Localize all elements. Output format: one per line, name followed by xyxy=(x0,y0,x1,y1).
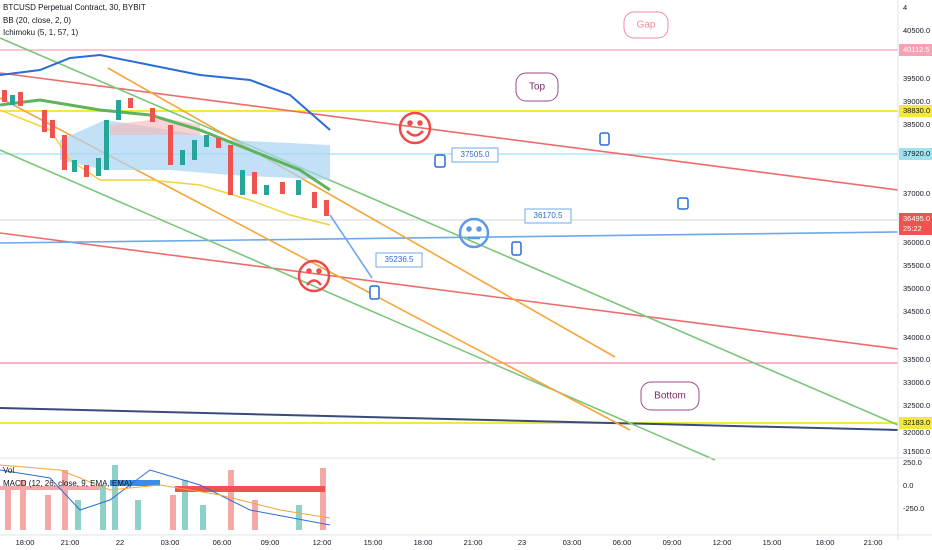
time-label: 06:00 xyxy=(613,538,632,547)
symbol: BTCUSD Perpetual Contract, 30, BYBIT xyxy=(3,3,146,12)
price-label: 40500.0 xyxy=(903,26,930,35)
callout: 37505.0 xyxy=(461,150,490,159)
time-label: 12:00 xyxy=(313,538,332,547)
price-tag: 37920.0 xyxy=(903,149,930,158)
time-label: 21:00 xyxy=(864,538,883,547)
time-label: 23 xyxy=(518,538,526,547)
price-tag: 32183.0 xyxy=(903,418,930,427)
smiley-sad xyxy=(297,259,331,293)
price-label: 35000.0 xyxy=(903,284,930,293)
macd-label: MACD (12, 26, close, 9, EMA, EMA) xyxy=(3,479,132,488)
macd-scale: 0.0 xyxy=(903,481,913,490)
gap-label: Gap xyxy=(637,20,656,31)
time-label: 15:00 xyxy=(364,538,383,547)
price-label: 39500.0 xyxy=(903,74,930,83)
bubble-gap: Gap xyxy=(623,11,669,39)
top-label: Top xyxy=(529,82,546,93)
hand-icons xyxy=(369,132,689,300)
time-label: 12:00 xyxy=(713,538,732,547)
time-label: 03:00 xyxy=(161,538,180,547)
bubble-bottom: Bottom xyxy=(640,381,700,411)
callout: 36170.5 xyxy=(534,211,563,220)
time-label: 03:00 xyxy=(563,538,582,547)
time-label: 15:00 xyxy=(763,538,782,547)
time-label: 18:00 xyxy=(816,538,835,547)
time-label: 22 xyxy=(116,538,124,547)
macd-hist xyxy=(0,480,325,492)
time-label: 18:00 xyxy=(16,538,35,547)
price-label: 32500.0 xyxy=(903,401,930,410)
price-label: 4 xyxy=(903,3,907,12)
price-label: 39000.0 xyxy=(903,97,930,106)
price-axis: 4 40500.0 39500.0 39000.0 38500.0 37000.… xyxy=(897,0,932,540)
price-label: 32000.0 xyxy=(903,428,930,437)
smiley-neutral xyxy=(458,217,490,249)
price-label: 34000.0 xyxy=(903,333,930,342)
callout: 35236.5 xyxy=(385,255,414,264)
price-tag: 38830.0 xyxy=(903,106,930,115)
bottom-label: Bottom xyxy=(654,391,686,402)
price-tag: 36495.0 xyxy=(903,214,930,223)
time-label: 09:00 xyxy=(261,538,280,547)
signal-line xyxy=(0,464,331,519)
trend-lines xyxy=(0,37,899,461)
price-label: 33500.0 xyxy=(903,355,930,364)
bubble-top: Top xyxy=(515,72,559,102)
indicator: BB (20, close, 2, 0) xyxy=(3,16,71,25)
time-label: 21:00 xyxy=(61,538,80,547)
time-label: 21:00 xyxy=(464,538,483,547)
price-label: 36000.0 xyxy=(903,238,930,247)
indicator: Ichimoku (5, 1, 57, 1) xyxy=(3,28,78,37)
macd-scale: 250.0 xyxy=(903,458,922,467)
candles xyxy=(2,90,329,216)
time-label: 18:00 xyxy=(414,538,433,547)
price-label: 35500.0 xyxy=(903,261,930,270)
price-label: 37000.0 xyxy=(903,189,930,198)
macd-line xyxy=(0,469,331,526)
bollinger xyxy=(0,53,331,226)
macd-scale: -250.0 xyxy=(903,504,924,513)
time-label: 09:00 xyxy=(663,538,682,547)
price-label: 33000.0 xyxy=(903,378,930,387)
price-tag: 40112.5 xyxy=(903,45,930,54)
vol-label: Vol xyxy=(3,466,14,475)
time-axis: 18:00 21:00 22 03:00 06:00 09:00 12:00 15:00 18:… xyxy=(16,538,883,547)
price-label: 38500.0 xyxy=(903,120,930,129)
price-label: 34500.0 xyxy=(903,307,930,316)
price-label: 31500.0 xyxy=(903,447,930,456)
time-label: 06:00 xyxy=(213,538,232,547)
callouts: 37505.0 36170.5 35236.5 xyxy=(375,147,572,268)
countdown: 25:22 xyxy=(903,224,922,233)
smiley-happy xyxy=(398,111,432,145)
